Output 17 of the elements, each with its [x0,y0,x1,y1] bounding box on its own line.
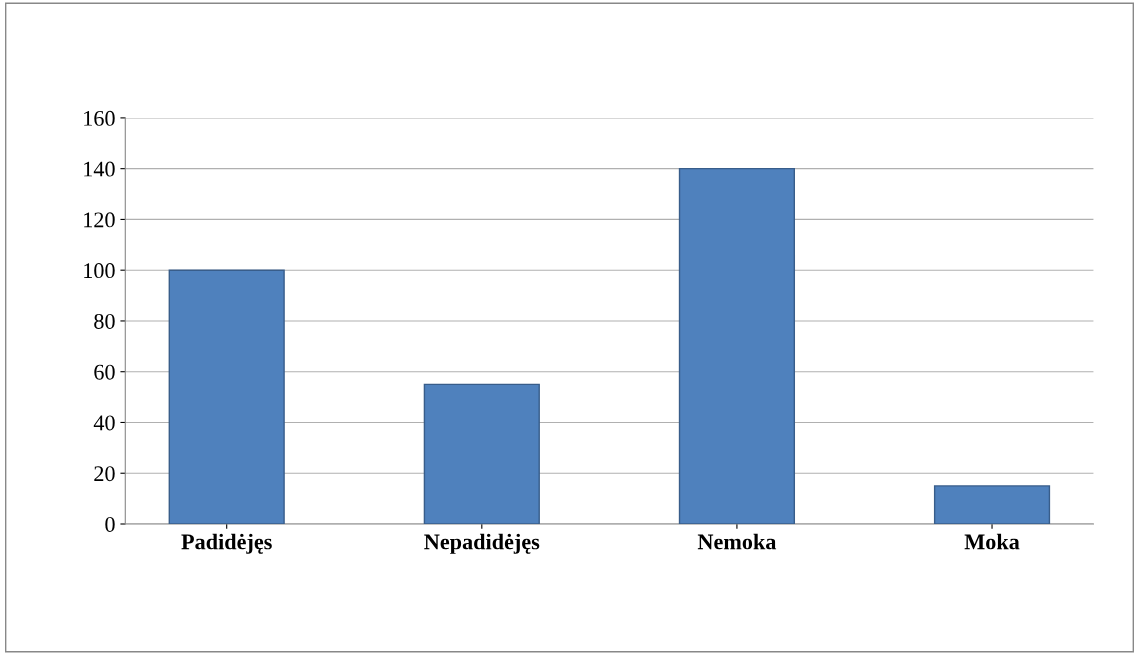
bar [678,167,796,524]
bar [933,485,1051,524]
x-tick-label: Nepadidėjęs [424,533,540,554]
y-tick-label: 160 [84,110,115,126]
y-tick-label: 120 [84,212,115,228]
y-tick-label: 60 [94,364,115,380]
x-tick-label: Moka [964,533,1020,550]
bar [423,383,540,524]
y-tick-label: 100 [84,263,115,279]
x-tick-label: Nemoka [697,533,777,550]
x-tick-label: Padidėjęs [181,533,272,554]
y-tick-label: 20 [94,466,115,482]
bar [168,269,285,524]
y-tick-label: 140 [84,161,115,177]
y-tick-label: 80 [94,313,115,329]
y-tick-label: 40 [93,415,115,431]
y-tick-label: 0 [105,516,115,532]
